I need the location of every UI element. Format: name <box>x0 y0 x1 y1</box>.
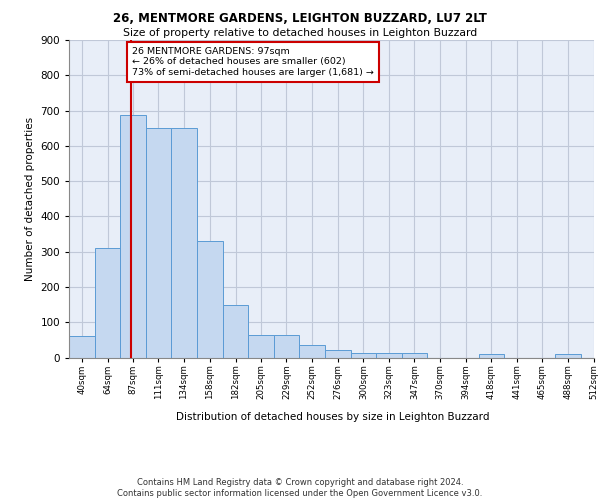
Bar <box>325 350 351 358</box>
Bar <box>120 115 146 358</box>
Bar <box>299 345 325 358</box>
Bar <box>197 241 223 358</box>
Bar <box>479 354 504 358</box>
Text: Distribution of detached houses by size in Leighton Buzzard: Distribution of detached houses by size … <box>176 412 490 422</box>
Text: Size of property relative to detached houses in Leighton Buzzard: Size of property relative to detached ho… <box>123 28 477 38</box>
Bar <box>69 336 95 357</box>
Bar <box>223 305 248 358</box>
Bar <box>555 354 581 358</box>
Text: Contains HM Land Registry data © Crown copyright and database right 2024.
Contai: Contains HM Land Registry data © Crown c… <box>118 478 482 498</box>
Bar <box>274 334 299 357</box>
Bar <box>402 354 427 358</box>
Bar <box>146 128 171 358</box>
Text: 26 MENTMORE GARDENS: 97sqm
← 26% of detached houses are smaller (602)
73% of sem: 26 MENTMORE GARDENS: 97sqm ← 26% of deta… <box>132 47 374 77</box>
Text: 26, MENTMORE GARDENS, LEIGHTON BUZZARD, LU7 2LT: 26, MENTMORE GARDENS, LEIGHTON BUZZARD, … <box>113 12 487 26</box>
Bar <box>95 248 120 358</box>
Bar <box>171 128 197 358</box>
Bar <box>248 334 274 357</box>
Bar <box>351 354 376 358</box>
Y-axis label: Number of detached properties: Number of detached properties <box>25 116 35 281</box>
Bar <box>376 354 402 358</box>
